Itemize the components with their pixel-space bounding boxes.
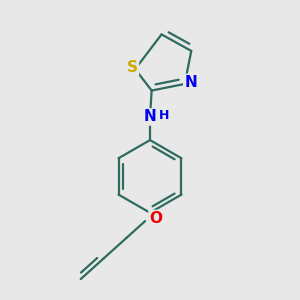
- Text: O: O: [149, 211, 162, 226]
- Text: S: S: [127, 60, 138, 75]
- Text: N: N: [144, 110, 156, 124]
- Text: H: H: [159, 109, 169, 122]
- Text: N: N: [184, 75, 197, 90]
